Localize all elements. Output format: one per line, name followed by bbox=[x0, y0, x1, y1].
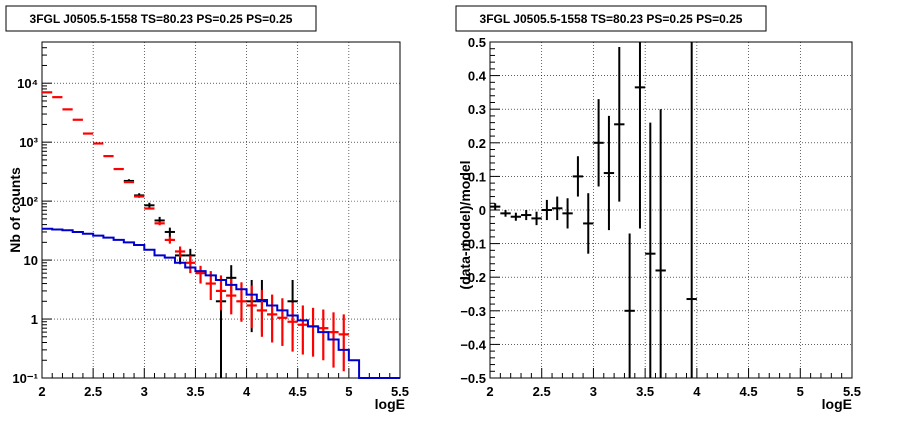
y-tick-label: 0.5 bbox=[468, 35, 486, 50]
x-tick-label: 4 bbox=[693, 384, 701, 399]
x-axis-title: logE bbox=[375, 396, 405, 412]
plot-title: 3FGL J0505.5-1558 TS=80.23 PS=0.25 PS=0.… bbox=[30, 12, 293, 26]
y-axis: −0.5 −0.4 −0.3 −0.2 −0.1 0 0.1 0.2 0.3 0.4 0.5 bbox=[460, 35, 500, 386]
x-tick-label: 2 bbox=[486, 384, 493, 399]
x-tick-label: 4.5 bbox=[289, 384, 307, 399]
residual-plot: 3FGL J0505.5-1558 TS=80.23 PS=0.25 PS=0.… bbox=[455, 5, 861, 412]
plot-title: 3FGL J0505.5-1558 TS=80.23 PS=0.25 PS=0.… bbox=[480, 12, 743, 26]
x-tick-label: 5 bbox=[797, 384, 804, 399]
y-tick-label: 0.1 bbox=[468, 169, 486, 184]
y-tick-label: 0.4 bbox=[468, 69, 487, 84]
y-tick-label: 10⁻¹ bbox=[12, 371, 38, 386]
title-box bbox=[5, 5, 317, 32]
x-axis: 2 2.5 3 3.5 4 4.5 5 5.5 bbox=[38, 368, 409, 399]
x-tick-label: 5.5 bbox=[391, 384, 409, 399]
y-tick-label: 0 bbox=[479, 203, 486, 218]
y-tick-label: −0.2 bbox=[460, 270, 486, 285]
y-tick-label: 10² bbox=[19, 194, 38, 209]
x-axis-title: logE bbox=[822, 396, 852, 412]
y-tick-label: 10⁴ bbox=[17, 76, 38, 91]
series-model bbox=[42, 91, 349, 372]
x-tick-label: 2.5 bbox=[84, 384, 102, 399]
y-tick-label: 10 bbox=[24, 253, 38, 268]
y-axis-title: (data-model)/model bbox=[457, 160, 473, 289]
y-tick-label: −0.5 bbox=[460, 371, 486, 386]
x-tick-label: 3 bbox=[590, 384, 597, 399]
x-tick-label: 4 bbox=[243, 384, 251, 399]
x-tick-label: 3.5 bbox=[186, 384, 204, 399]
grid bbox=[490, 42, 852, 378]
x-tick-label: 3.5 bbox=[636, 384, 654, 399]
x-tick-label: 2.5 bbox=[533, 384, 551, 399]
x-tick-label: 4.5 bbox=[740, 384, 758, 399]
counts-plot: 3FGL J0505.5-1558 TS=80.23 PS=0.25 PS=0.… bbox=[5, 5, 409, 412]
y-tick-label: 0.3 bbox=[468, 102, 486, 117]
y-tick-label: −0.4 bbox=[460, 337, 486, 352]
y-axis: 10⁻¹ 1 10 10² 10³ 10⁴ bbox=[12, 41, 52, 386]
y-tick-label: −0.1 bbox=[460, 237, 486, 252]
y-tick-label: 0.2 bbox=[468, 136, 486, 151]
x-tick-label: 2 bbox=[38, 384, 45, 399]
x-tick-label: 3 bbox=[141, 384, 148, 399]
y-tick-label: 1 bbox=[31, 312, 38, 327]
y-tick-label: 10³ bbox=[19, 135, 38, 150]
y-tick-label: −0.3 bbox=[460, 304, 486, 319]
series-residuals bbox=[490, 42, 697, 378]
x-tick-label: 5.5 bbox=[843, 384, 861, 399]
title-box bbox=[455, 5, 767, 32]
model-step-line bbox=[42, 227, 400, 379]
y-axis-title: Nb of counts bbox=[7, 167, 23, 253]
series-point-source bbox=[42, 227, 400, 379]
x-axis: 2 2.5 3 3.5 4 4.5 5 5.5 bbox=[486, 368, 861, 399]
x-tick-label: 5 bbox=[345, 384, 352, 399]
